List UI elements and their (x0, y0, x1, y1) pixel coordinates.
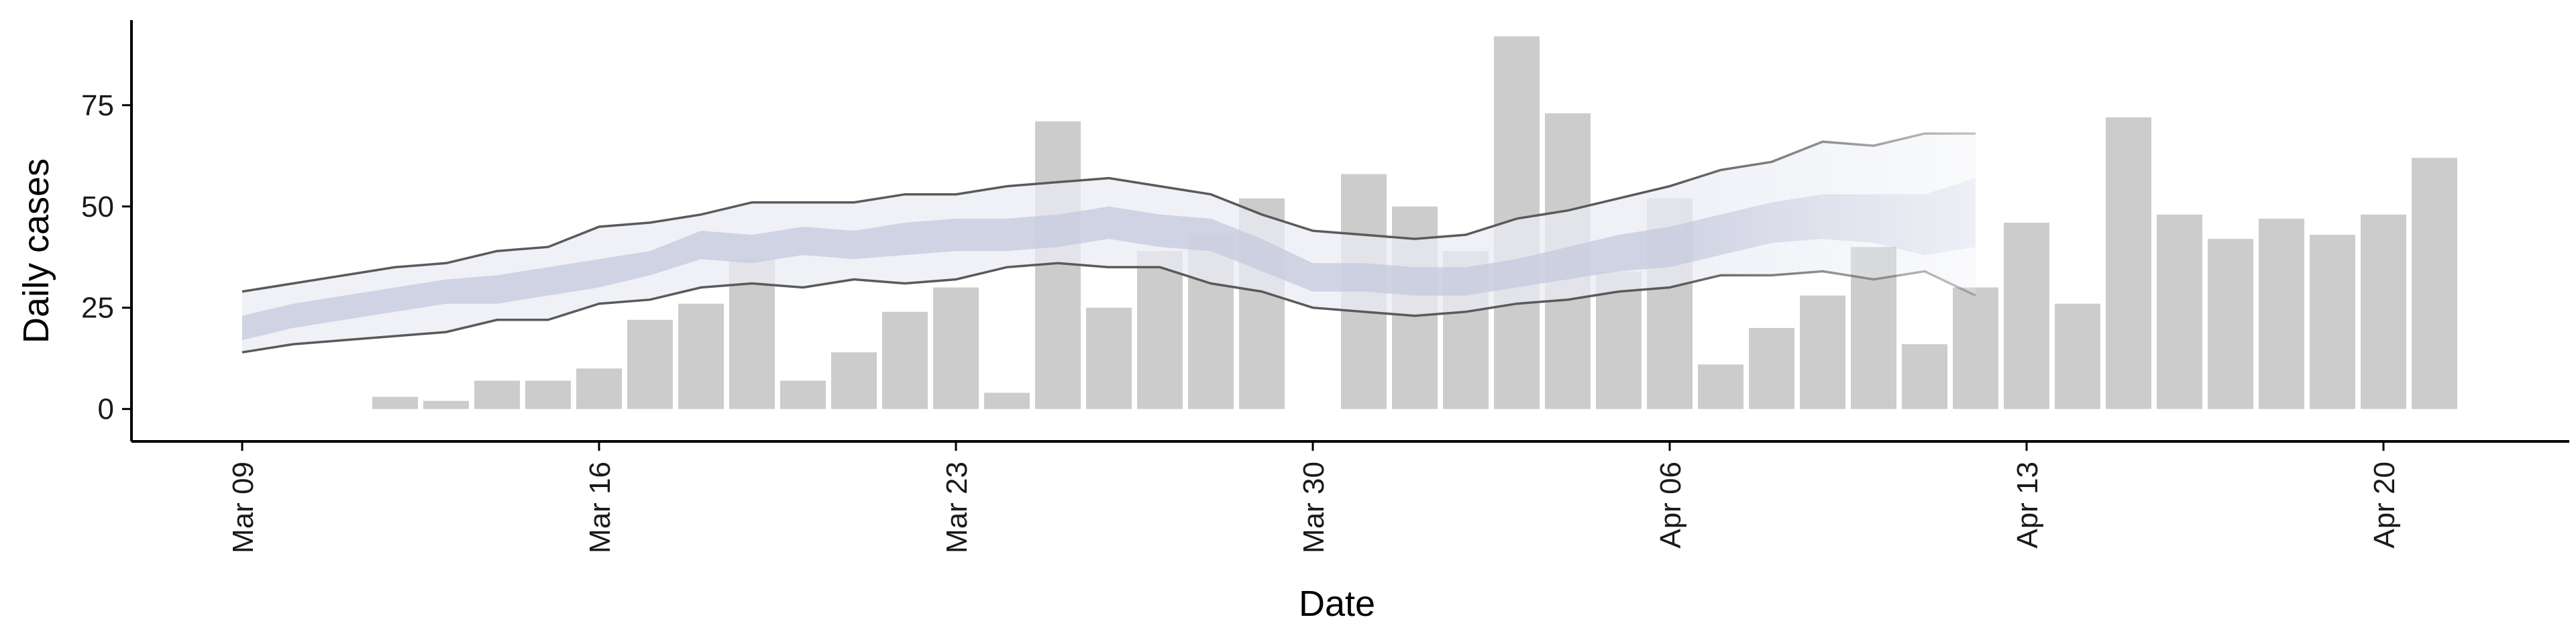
bar-2020-04-15 (2106, 117, 2151, 409)
bar-2020-04-14 (2055, 303, 2100, 409)
x-tick-label-2020-04-13: Apr 13 (2011, 462, 2044, 549)
y-axis-title: Daily cases (16, 158, 56, 343)
y-tick-label-50: 50 (81, 191, 114, 223)
bar-2020-04-09 (1800, 295, 1845, 409)
x-axis-title: Date (1299, 584, 1375, 624)
y-tick-label-25: 25 (81, 292, 114, 325)
bar-2020-03-20 (780, 380, 826, 409)
bar-2020-03-21 (831, 352, 877, 409)
bar-2020-03-24 (984, 392, 1030, 409)
upper-bound-line (241, 132, 1976, 293)
x-tick-label-2020-04-06: Apr 06 (1654, 462, 1687, 549)
x-tick-label-2020-03-30: Mar 30 (1297, 462, 1330, 553)
bar-2020-03-14 (474, 380, 520, 409)
lower-bound-line (241, 262, 1976, 354)
bar-2020-03-15 (525, 380, 571, 409)
bar-2020-04-07 (1698, 364, 1743, 409)
bar-2020-03-22 (882, 311, 928, 409)
bar-2020-03-16 (576, 368, 622, 409)
bar-2020-04-11 (1902, 344, 1947, 409)
bar-2020-04-19 (2310, 235, 2355, 409)
y-tick-label-75: 75 (81, 89, 114, 122)
bar-2020-04-13 (2004, 222, 2049, 409)
y-tick-label-0: 0 (98, 393, 114, 426)
bar-2020-04-17 (2208, 239, 2253, 409)
x-tick-label-2020-03-09: Mar 09 (227, 462, 260, 553)
axes-layer: 0 25 50 75 Mar 09 Mar 16 Mar 23 Mar 30 Apr 06 Apr… (81, 20, 2569, 553)
bar-2020-04-12 (1953, 287, 1998, 409)
x-tick-label-2020-04-20: Apr 20 (2368, 462, 2401, 549)
x-tick-label-2020-03-23: Mar 23 (941, 462, 973, 553)
x-tick-label-2020-03-16: Mar 16 (584, 462, 616, 553)
bar-2020-03-18 (678, 303, 724, 409)
bar-2020-03-12 (372, 396, 418, 409)
bar-2020-04-16 (2157, 214, 2202, 409)
bar-2020-04-08 (1749, 327, 1794, 409)
estimate-band-layer (241, 132, 1976, 354)
bar-2020-03-27 (1137, 251, 1183, 409)
bar-2020-04-21 (2412, 158, 2457, 409)
bar-2020-04-18 (2259, 218, 2304, 409)
inner-interval-band (242, 178, 1976, 340)
bar-2020-03-23 (933, 287, 979, 409)
bar-2020-04-20 (2361, 214, 2406, 409)
bar-2020-03-17 (627, 319, 673, 409)
outer-interval-band (242, 133, 1976, 353)
bar-2020-03-13 (423, 400, 469, 409)
bar-2020-03-26 (1086, 307, 1132, 409)
